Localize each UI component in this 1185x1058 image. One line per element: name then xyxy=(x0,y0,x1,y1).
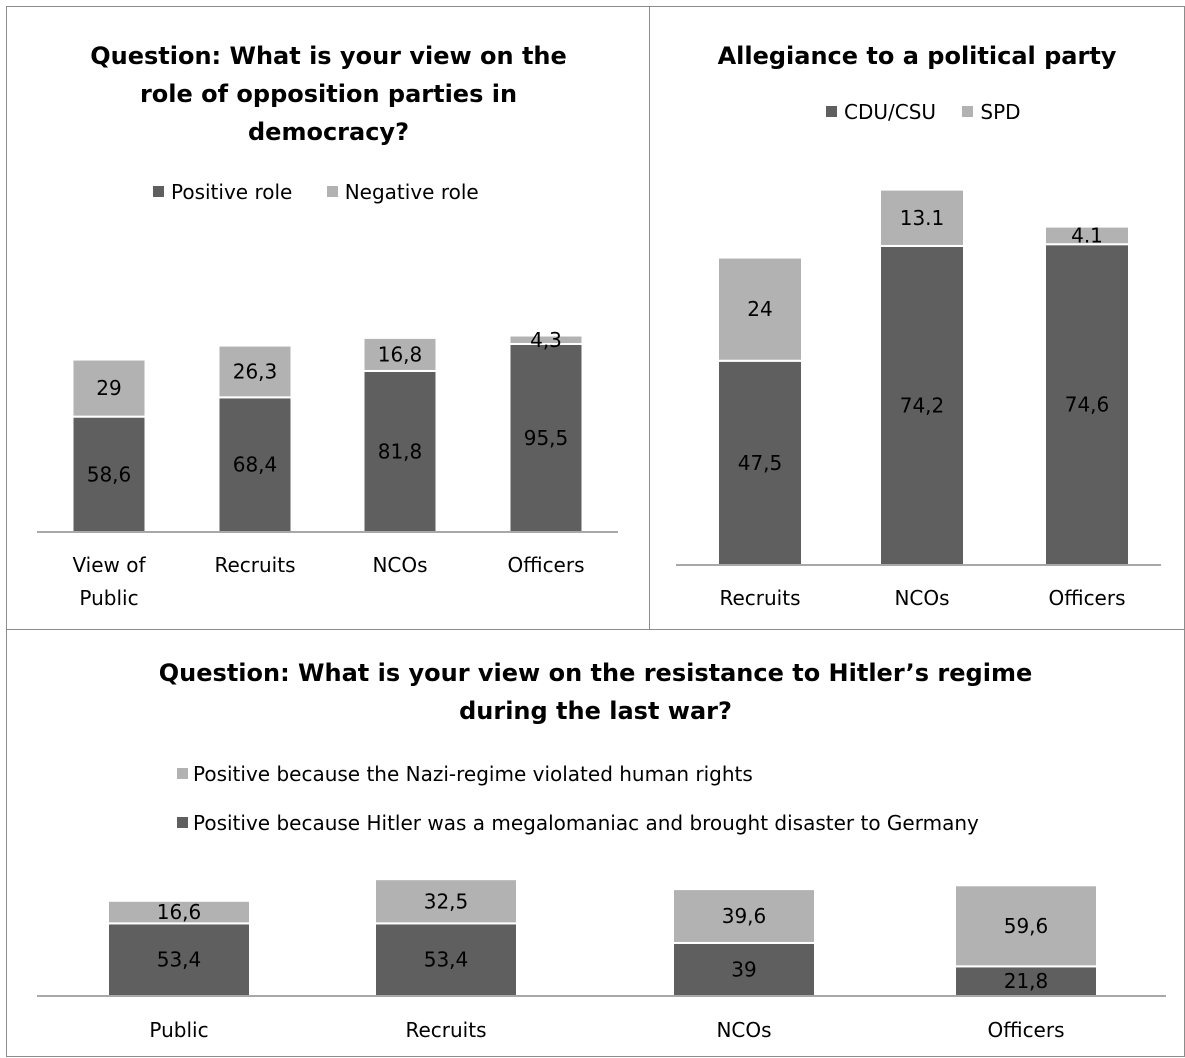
category-label: Officers xyxy=(507,553,584,577)
legend-label: Positive because the Nazi-regime violate… xyxy=(193,762,753,786)
bar-segment xyxy=(71,415,147,534)
data-label: 39,6 xyxy=(722,904,767,928)
bar-segment xyxy=(362,369,438,533)
chart-legend-item-1: Positive because the Nazi-regime violate… xyxy=(177,761,753,787)
category-label: NCOs xyxy=(716,1018,771,1042)
data-label: 74,2 xyxy=(900,393,945,417)
legend-swatch xyxy=(962,106,974,117)
legend-label: Positive because Hitler was a megalomani… xyxy=(193,811,979,835)
legend-swatch xyxy=(177,817,188,828)
data-label: 4,3 xyxy=(530,328,562,352)
legend-item-spd: SPD xyxy=(962,100,1021,124)
legend-label: SPD xyxy=(980,100,1021,124)
data-label: 24 xyxy=(747,297,772,321)
chart-title: Allegiance to a political party xyxy=(650,37,1184,75)
party-allegiance-chart-panel: Allegiance to a political party CDU/CSU … xyxy=(649,6,1185,631)
category-label: NCOs xyxy=(372,553,427,577)
data-label: 4.1 xyxy=(1071,223,1103,247)
category-label: View of xyxy=(72,553,146,577)
data-label: 32,5 xyxy=(424,889,469,913)
bar-segment xyxy=(1044,243,1130,566)
data-label: 47,5 xyxy=(738,451,783,475)
data-label: 21,8 xyxy=(1004,969,1049,993)
data-label: 53,4 xyxy=(424,948,469,972)
data-label: 95,5 xyxy=(524,426,569,450)
chart-plot-area: 58,6 29 View of Public 68,4 26,3 Recruits 81,8 1… xyxy=(37,328,618,610)
bar-segment xyxy=(717,359,803,566)
data-label: 16,8 xyxy=(378,342,423,366)
bar-segment xyxy=(217,396,293,533)
chart-plot-area: 53,4 16,6 Public 53,4 32,5 Recruits 39 39,6 NCOs… xyxy=(37,878,1166,1042)
legend-label: Positive role xyxy=(171,180,293,204)
data-label: 13.1 xyxy=(900,206,945,230)
chart-title-line: Allegiance to a political party xyxy=(717,42,1117,70)
legend-swatch xyxy=(177,768,188,779)
category-label: Recruits xyxy=(405,1018,486,1042)
data-label: 16,6 xyxy=(157,900,202,924)
chart-title-line: Question: What is your view on the xyxy=(90,42,567,70)
category-label: NCOs xyxy=(894,586,949,610)
data-label: 53,4 xyxy=(157,948,202,972)
legend-swatch xyxy=(326,186,338,197)
chart-legend: CDU/CSU SPD xyxy=(826,99,1049,125)
legend-label: Negative role xyxy=(344,180,479,204)
category-label: Public xyxy=(79,586,138,610)
category-label: Recruits xyxy=(214,553,295,577)
bar-segment xyxy=(217,344,293,399)
chart-title-line: democracy? xyxy=(247,118,409,146)
chart-title: Question: What is your view on the role … xyxy=(7,37,650,151)
category-label: Officers xyxy=(987,1018,1064,1042)
chart-title-line: during the last war? xyxy=(459,697,732,725)
chart-title-line: Question: What is your view on the resis… xyxy=(158,659,1033,687)
chart-plot-area: 47,5 24 Recruits 74,2 13.1 NCOs 74,6 4.1 Officer… xyxy=(676,188,1161,610)
legend-swatch xyxy=(826,106,837,117)
category-label: Public xyxy=(149,1018,208,1042)
category-label: Recruits xyxy=(719,586,800,610)
data-label: 26,3 xyxy=(233,359,278,383)
data-label: 68,4 xyxy=(233,453,278,477)
data-label: 59,6 xyxy=(1004,914,1049,938)
data-label: 81,8 xyxy=(378,439,423,463)
bar-segment xyxy=(1044,225,1130,246)
data-label: 39 xyxy=(731,957,756,981)
data-label: 29 xyxy=(96,376,121,400)
bar-segment xyxy=(374,878,518,925)
bar-segment xyxy=(362,336,438,372)
legend-item-positive-role: Positive role xyxy=(153,180,292,204)
legend-swatch xyxy=(153,186,164,197)
bar-segment xyxy=(107,899,251,925)
legend-item-cdu-csu: CDU/CSU xyxy=(826,100,936,124)
bar-segment xyxy=(954,884,1098,968)
category-label: Officers xyxy=(1048,586,1125,610)
bar-segment xyxy=(672,941,816,997)
chart-legend-item-2: Positive because Hitler was a megalomani… xyxy=(177,810,979,836)
bar-segment xyxy=(71,358,147,418)
bar-segment xyxy=(954,965,1098,997)
legend-item-negative-role: Negative role xyxy=(326,180,479,204)
data-label: 58,6 xyxy=(87,462,132,486)
data-label: 74,6 xyxy=(1065,393,1110,417)
bar-segment xyxy=(508,334,584,345)
chart-legend: Positive role Negative role xyxy=(153,179,507,205)
chart-title-line: role of opposition parties in xyxy=(139,80,518,108)
bar-segment xyxy=(717,256,803,362)
hitler-resistance-chart-panel: Question: What is your view on the resis… xyxy=(6,629,1185,1057)
bar-segment xyxy=(879,188,965,247)
legend-label: CDU/CSU xyxy=(844,100,937,124)
opposition-parties-chart-panel: Question: What is your view on the role … xyxy=(6,6,651,631)
bar-segment xyxy=(672,888,816,944)
bar-segment xyxy=(879,244,965,566)
chart-title: Question: What is your view on the resis… xyxy=(7,654,1184,730)
